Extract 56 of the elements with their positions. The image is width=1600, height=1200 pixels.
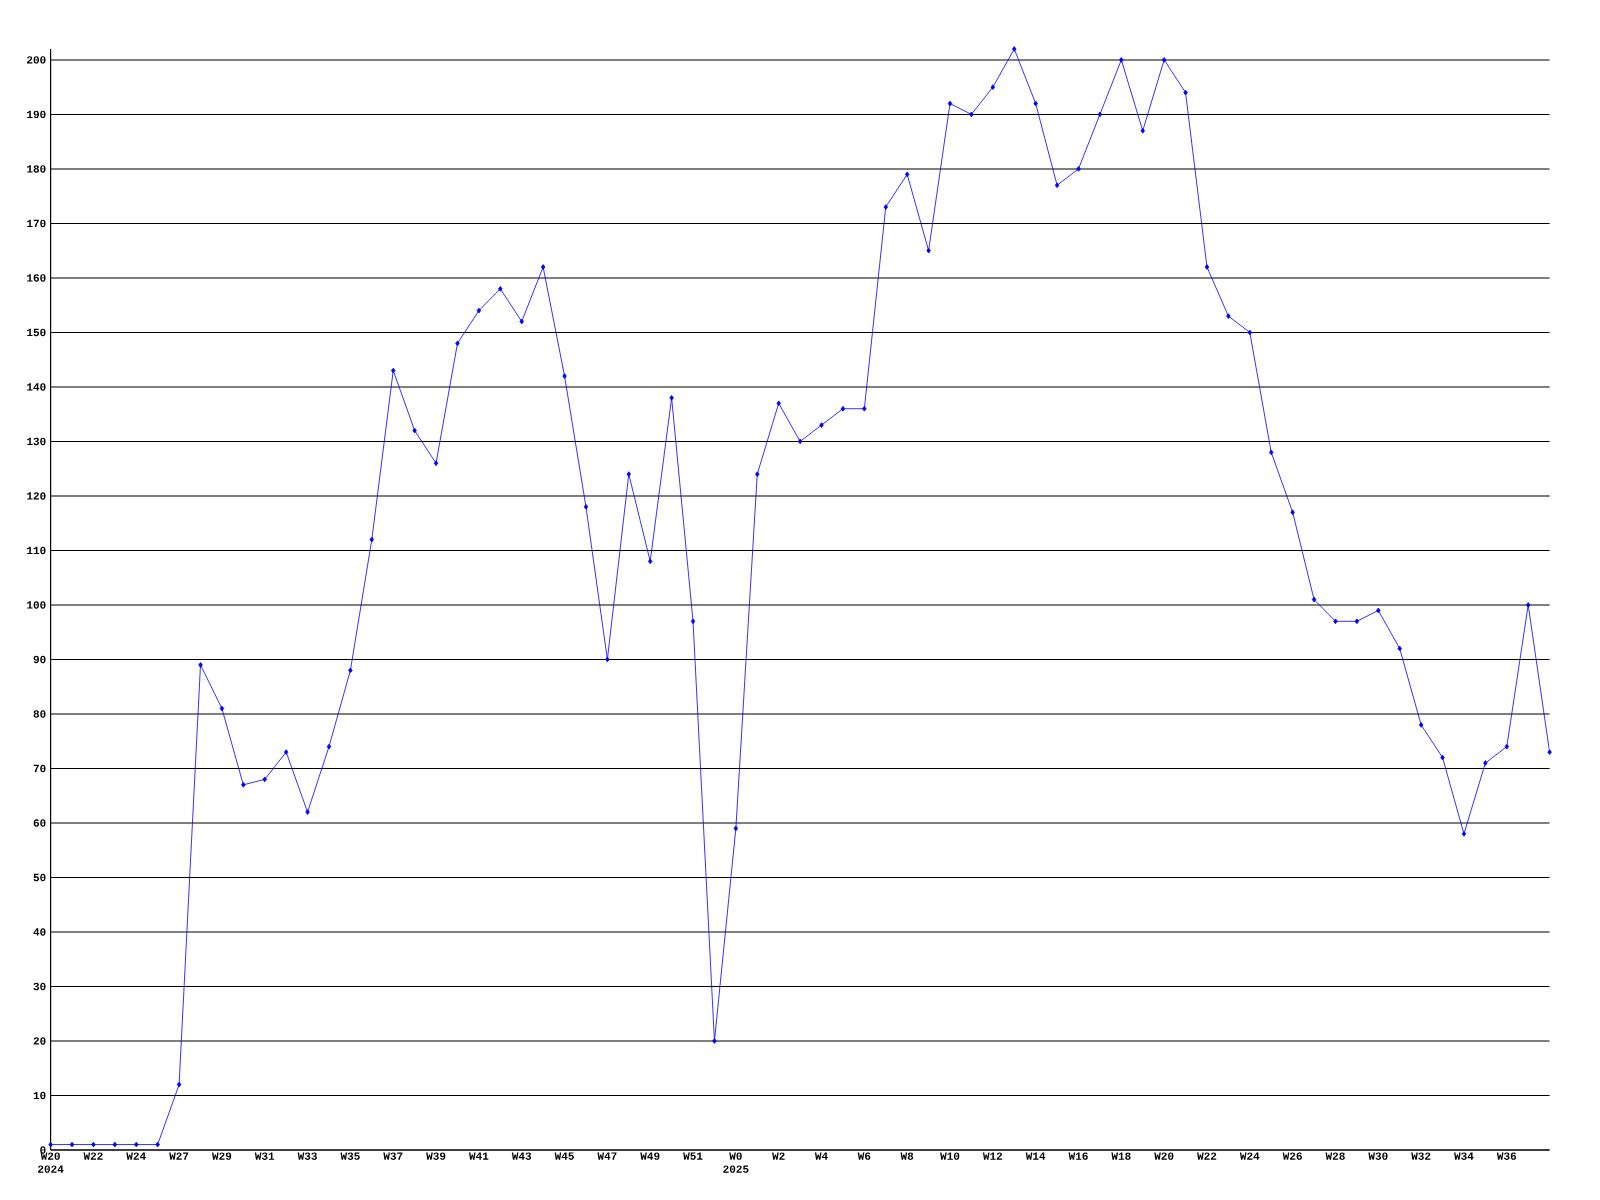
x-tick-label: W24 — [126, 1152, 146, 1160]
x-tick-label: W36 — [1496, 1152, 1517, 1160]
x-tick-label: W18 — [1111, 1152, 1131, 1160]
y-tick-label: 90 — [33, 655, 46, 664]
x-tick-label: W37 — [383, 1152, 403, 1160]
x-tick-label: W29 — [212, 1152, 232, 1160]
x-tick-label: W22 — [1197, 1152, 1217, 1160]
y-tick-label: 80 — [33, 710, 46, 718]
x-tick-label: W20 2024 — [38, 1152, 64, 1173]
x-tick-label: W0 2025 — [723, 1152, 749, 1173]
x-tick-label: W47 — [597, 1152, 617, 1160]
x-tick-label: W39 — [426, 1152, 446, 1160]
x-tick-label: W10 — [940, 1152, 960, 1160]
y-tick-label: 60 — [33, 819, 46, 827]
x-tick-label: W41 — [468, 1152, 489, 1160]
y-tick-label: 200 — [27, 56, 46, 64]
x-tick-label: W12 — [982, 1152, 1003, 1160]
y-tick-label: 180 — [27, 165, 46, 173]
x-tick-label: W20 — [1154, 1152, 1174, 1160]
x-tick-label: W8 — [900, 1152, 914, 1160]
y-tick-label: 10 — [33, 1091, 46, 1100]
y-tick-label: 0 — [40, 1146, 46, 1154]
x-tick-label: W6 — [857, 1152, 871, 1160]
x-tick-label: W27 — [169, 1152, 189, 1160]
x-tick-label: W34 — [1454, 1152, 1474, 1160]
x-tick-label: W49 — [640, 1152, 660, 1160]
y-tick-label: 40 — [33, 928, 46, 936]
y-tick-label: 30 — [33, 982, 46, 991]
x-tick-label: W22 — [83, 1152, 103, 1160]
x-tick-label: W14 — [1025, 1152, 1046, 1160]
x-tick-label: W2 — [772, 1152, 785, 1160]
x-tick-label: W43 — [511, 1152, 532, 1160]
y-tick-label: 100 — [27, 601, 46, 609]
x-tick-label: W28 — [1325, 1152, 1345, 1160]
x-tick-label: W35 — [340, 1152, 360, 1160]
y-tick-label: 190 — [27, 110, 46, 119]
x-tick-label: W31 — [254, 1152, 275, 1160]
x-tick-label: W24 — [1239, 1152, 1260, 1160]
y-tick-label: 20 — [33, 1037, 46, 1045]
x-tick-label: W4 — [814, 1152, 828, 1160]
x-tick-label: W45 — [554, 1152, 574, 1160]
y-tick-label: 140 — [27, 383, 46, 391]
y-tick-label: 150 — [27, 328, 46, 337]
y-tick-label: 170 — [27, 219, 46, 228]
y-tick-label: 120 — [27, 492, 46, 500]
y-tick-label: 130 — [27, 437, 46, 446]
x-tick-label: W26 — [1282, 1152, 1302, 1160]
x-tick-label: W16 — [1068, 1152, 1088, 1160]
x-tick-label: W30 — [1368, 1152, 1388, 1160]
x-tick-label: W51 — [683, 1152, 703, 1160]
y-tick-label: 50 — [33, 873, 46, 882]
x-tick-label: W32 — [1411, 1152, 1431, 1160]
y-tick-label: 70 — [33, 764, 46, 773]
x-tick-label: W33 — [297, 1152, 317, 1160]
y-tick-label: 110 — [27, 546, 46, 555]
y-tick-label: 160 — [27, 274, 46, 282]
